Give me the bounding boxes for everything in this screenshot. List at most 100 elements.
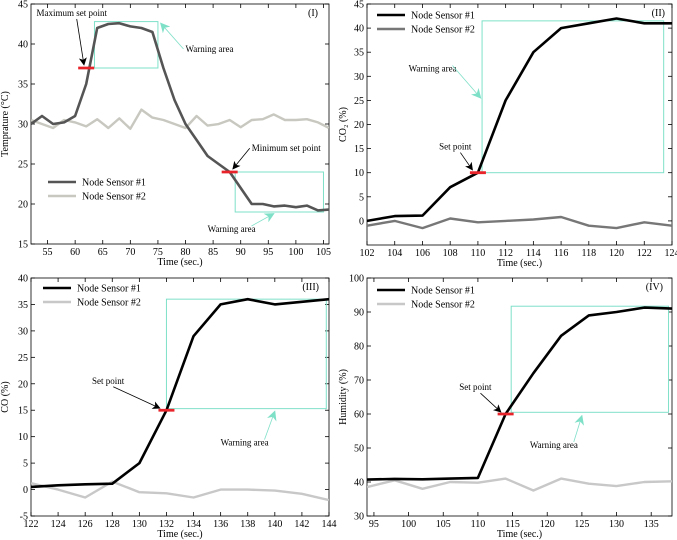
panel-iv-warning-box (510, 305, 670, 413)
panel-ii-ytick-label: 15 (354, 144, 364, 155)
panel-iv-xtick-label: 120 (540, 519, 555, 530)
panel-i-xtick-label: 75 (153, 247, 163, 258)
panel-i-warning-box (234, 171, 324, 213)
panel-iii-xtick-label: 124 (51, 519, 66, 530)
panel-ii-xtick-label: 122 (637, 248, 652, 259)
panel-iii-xtick-label: 132 (159, 519, 174, 530)
panel-i-series-1-line (31, 21, 329, 212)
panel-i-annotation-arrow (251, 213, 275, 227)
panel-ii-ylabel: CO₂ (%) (338, 107, 349, 142)
panel-i-xtick-label: 65 (98, 247, 108, 258)
panel-i-ytick-label: 25 (18, 160, 28, 171)
panel-iii-ytick-label: 35 (18, 300, 28, 311)
panel-iv-xtick-label: 110 (471, 519, 486, 530)
panel-i-annotation-arrow (232, 147, 251, 170)
panel-i-xtick-label: 95 (263, 247, 273, 258)
panel-ii-xlabel: Time (sec.) (497, 258, 542, 269)
panel-ii-series-1-line (367, 17, 672, 223)
panel-i-warning-box (93, 21, 159, 69)
panel-iii-xtick-label: 142 (294, 519, 309, 530)
panel-ii-xtick-label: 104 (387, 248, 402, 259)
panel-ii-legend-entry-2: Node Sensor #2 (411, 25, 475, 36)
panel-ii-axes-frame (366, 3, 673, 246)
panel-iii-series-1-line (31, 297, 329, 489)
panel-i-annotation-arrow (160, 22, 184, 50)
panel-iv-ylabel: Humidity (%) (338, 369, 349, 425)
panel-ii-xtick-label: 124 (665, 248, 677, 259)
panel-i-xtick-label: 80 (181, 247, 191, 258)
panel-iii-annotation-arrow (113, 386, 161, 409)
panel-iii-ytick-label: 0 (23, 485, 28, 496)
panel-iii-xtick-label: 130 (132, 519, 147, 530)
panel-ii-panel-label: (II) (652, 8, 665, 19)
panel-i-annotation-warning: Warning area (208, 224, 256, 234)
panel-ii-xtick-label: 112 (498, 248, 513, 259)
panel-ii-ytick-label: 10 (354, 168, 364, 179)
panel-i-series-2-line (31, 108, 329, 131)
panel-ii-ytick-label: 20 (354, 120, 364, 131)
panel-ii-annotation-warning: Warning area (409, 63, 457, 73)
panel-iii-xtick-label: 134 (186, 519, 201, 530)
panel-ii-ytick-label: 25 (354, 96, 364, 107)
panel-iii-xtick-label: 138 (240, 519, 255, 530)
panel-i-xtick-label: 90 (236, 247, 246, 258)
panel-iv-annotation-warning: Warning area (530, 440, 578, 450)
panel-iv-annotation-setpoint: Set point (459, 382, 492, 392)
panel-i-xtick-label: 105 (316, 247, 331, 258)
panel-iv-series-2-line (367, 477, 672, 492)
panel-iii-legend-entry-2: Node Sensor #2 (77, 298, 141, 309)
panel-iv-xtick-label: 130 (609, 519, 624, 530)
panel-i-ytick-label: 20 (18, 200, 28, 211)
panel-ii-annotation-arrow (452, 65, 482, 99)
panel-iii-xtick-label: 128 (105, 519, 120, 530)
panel-iii-xtick-label: 136 (213, 519, 228, 530)
panel-ii: 102 104 106 108 110 112 114 116 118 120 122 124 0 5 10… (338, 0, 677, 269)
panel-i-annotation-setpoint: Maximum set point (37, 8, 108, 18)
panel-i-ytick-label: 15 (18, 240, 28, 251)
panel-iv-panel-label: (IV) (646, 282, 663, 293)
panel-iv-axes-frame (366, 277, 673, 517)
panel-iv-ytick-label: 100 (349, 274, 364, 285)
panel-iii-ytick-label: 40 (18, 274, 28, 285)
panel-iv-legend-entry-2: Node Sensor #2 (411, 300, 475, 311)
panel-ii-series-2-line (367, 215, 672, 230)
panel-ii-xtick-label: 114 (526, 248, 541, 259)
panel-iv-annotation-arrow (480, 392, 502, 413)
panel-iii-ytick-label: 10 (18, 432, 28, 443)
panel-ii-annotation-setpoint: Set point (439, 142, 472, 152)
panel-iii-ytick-label: 20 (18, 379, 28, 390)
panel-iv-ytick-label: 30 (354, 512, 364, 523)
panel-ii-ytick-label: 5 (359, 192, 364, 203)
panel-iv-xtick-label: 125 (574, 519, 589, 530)
panel-iii-ytick-label: 15 (18, 406, 28, 417)
panel-i-ytick-label: 30 (18, 120, 28, 131)
panel-iv-ytick-label: 90 (354, 308, 364, 319)
panel-iii-xlabel: Time (sec.) (157, 529, 202, 540)
panel-iv-ytick-label: 60 (354, 410, 364, 421)
panel-ii-xtick-label: 120 (609, 248, 624, 259)
panel-iii-annotation-setpoint: Set point (92, 376, 125, 386)
panel-iii-ytick-label: 30 (18, 326, 28, 337)
panel-iii-ytick-label: 5 (23, 459, 28, 470)
panel-iii-axes-frame (30, 277, 330, 517)
panel-i-xtick-label: 85 (208, 247, 218, 258)
panel-i-xlabel: Time (sec.) (157, 257, 202, 268)
panel-iv-ytick-label: 70 (354, 376, 364, 387)
panel-i-panel-label: (I) (308, 8, 318, 19)
panel-ii-ytick-label: 35 (354, 48, 364, 59)
panel-ii-legend-entry-1: Node Sensor #1 (411, 11, 475, 22)
panel-i-ylabel: Temprature (°C) (0, 91, 11, 157)
panel-i-annotation-setpoint: Minimum set point (252, 143, 322, 153)
panel-ii-annotation-arrow (460, 152, 473, 171)
panel-iii-ytick-label: 25 (18, 353, 28, 364)
panel-iv: 95 100 105 110 115 120 125 130 135 30 40 50 60 70 80 90… (338, 274, 673, 540)
panel-i-xtick-label: 55 (43, 247, 53, 258)
panel-ii-xtick-label: 102 (360, 248, 375, 259)
panel-i-xtick-label: 60 (70, 247, 80, 258)
panel-ii-ytick-label: 45 (354, 0, 364, 11)
panel-iii-xtick-label: 122 (24, 519, 39, 530)
panel-iv-xtick-label: 115 (505, 519, 520, 530)
panel-i-axes-frame (30, 3, 330, 245)
panel-iii-ytick-label: -5 (20, 512, 28, 523)
